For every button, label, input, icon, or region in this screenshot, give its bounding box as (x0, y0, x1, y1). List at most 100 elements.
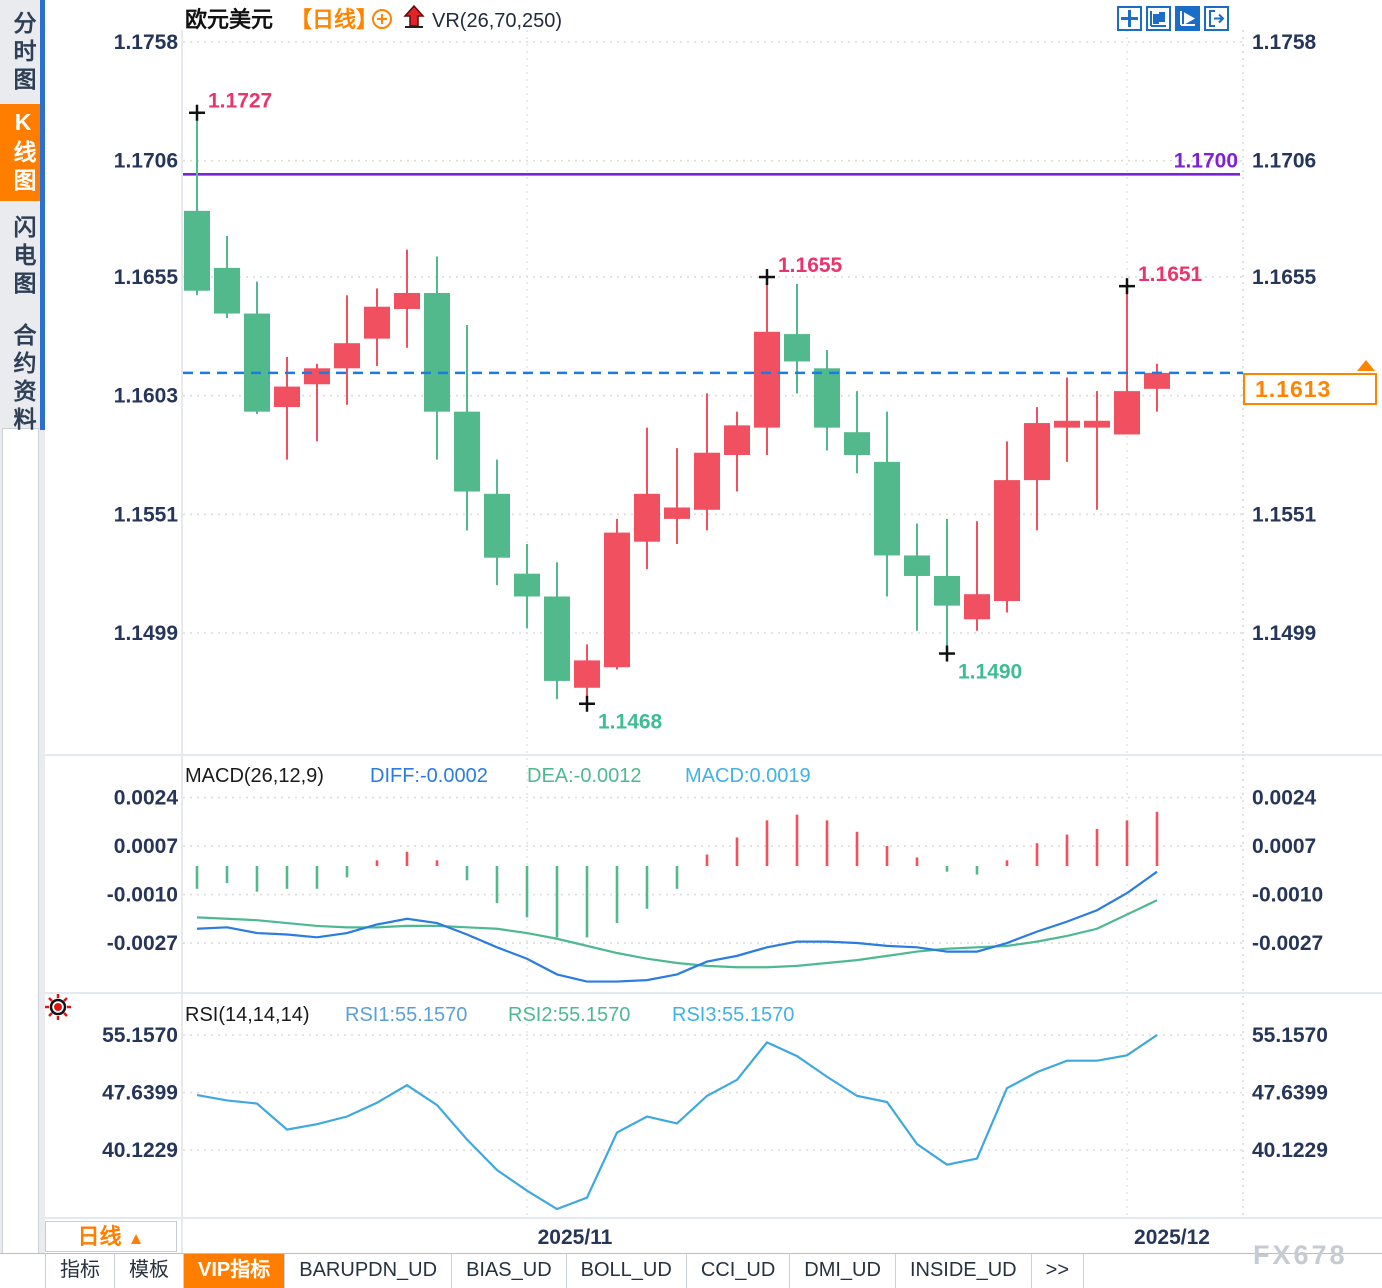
axis-play-icon[interactable] (1175, 6, 1200, 31)
macd-y-axis-label-left: 0.0024 (114, 787, 179, 810)
macd-y-axis-label-right: -0.0010 (1252, 884, 1323, 907)
bottom-tab-3[interactable]: VIP指标 (184, 1254, 286, 1288)
extreme-marker-icon (579, 695, 595, 712)
sidebar: 分时图 K线图闪电图合约资料 (0, 0, 45, 1288)
main-y-axis-label-left: 1.1603 (114, 385, 178, 408)
collapse-right-icon[interactable] (1204, 6, 1229, 31)
extreme-marker-icon (759, 269, 775, 286)
main-y-axis-label-right: 1.1706 (1252, 150, 1316, 173)
plus-circle-icon[interactable] (372, 9, 392, 29)
extreme-marker-icon (1119, 278, 1135, 295)
macd-y-axis-label-left: -0.0010 (107, 884, 178, 907)
candle-body (574, 660, 600, 688)
sidebar-accent-bar (40, 0, 45, 430)
current-price-marker-icon (1357, 360, 1375, 371)
candle-body (934, 575, 960, 606)
price-annotation: 1.1651 (1138, 263, 1203, 286)
candle-body (694, 452, 720, 510)
rsi-y-axis-label-left: 40.1229 (102, 1139, 178, 1162)
candle-body (484, 493, 510, 558)
crosshair-move-icon[interactable] (1117, 6, 1142, 31)
main-y-axis-label-left: 1.1499 (114, 622, 178, 645)
main-y-axis-label-left: 1.1655 (114, 266, 179, 289)
candle-body (364, 306, 390, 339)
main-y-axis-label-left: 1.1758 (114, 31, 179, 54)
main-y-axis-label-right: 1.1758 (1252, 31, 1317, 54)
resistance-line-label: 1.1700 (1174, 149, 1238, 172)
candle-body (784, 334, 810, 362)
candle-body (214, 267, 240, 314)
candle-body (424, 293, 450, 412)
macd-legend-value: MACD:0.0019 (685, 765, 811, 787)
rsi-legend-value: RSI3:55.1570 (672, 1004, 794, 1026)
red-up-arrow-icon (403, 4, 425, 28)
macd-y-axis-label-right: 0.0024 (1252, 787, 1317, 810)
price-annotation: 1.1655 (778, 254, 843, 277)
candle-body (274, 386, 300, 408)
macd-params-label: MACD(26,12,9) (185, 765, 324, 787)
extreme-marker-icon (189, 104, 205, 121)
current-price-tag: 1.1613 (1243, 373, 1377, 405)
bottom-tab-10[interactable]: >> (1032, 1254, 1084, 1288)
sidebar-tab-2[interactable]: K线图 (0, 104, 40, 201)
bottom-tab-1[interactable]: 指标 (45, 1254, 115, 1288)
gridlines (45, 30, 1382, 1253)
vr-indicator-label: VR(26,70,250) (432, 10, 562, 32)
candle-body (634, 493, 660, 542)
rsi-legend-value: RSI2:55.1570 (508, 1004, 630, 1026)
candle-body (964, 594, 990, 620)
chart-toolbar (1117, 6, 1229, 31)
extreme-marker-icon (939, 645, 955, 662)
candle-body (664, 507, 690, 519)
period-tag: 【日线】 (290, 7, 378, 32)
main-y-axis-label-right: 1.1655 (1252, 266, 1317, 289)
candle-body (754, 331, 780, 428)
candle-body (454, 411, 480, 492)
macd-y-axis-label-right: -0.0027 (1252, 932, 1323, 955)
candle-body (184, 210, 210, 291)
candle-body (1024, 423, 1050, 481)
candle-body (304, 368, 330, 385)
bottom-tab-2[interactable]: 模板 (115, 1254, 184, 1288)
rsi-y-axis-label-right: 40.1229 (1252, 1139, 1328, 1162)
candle-body (1144, 372, 1170, 389)
bottom-tab-6[interactable]: BOLL_UD (567, 1254, 687, 1288)
bottom-tab-5[interactable]: BIAS_UD (452, 1254, 567, 1288)
candle-body (724, 425, 750, 456)
sidebar-empty-panel (2, 428, 39, 1282)
candle-body (244, 313, 270, 412)
macd-y-axis-label-right: 0.0007 (1252, 835, 1316, 858)
bottom-tab-9[interactable]: INSIDE_UD (896, 1254, 1032, 1288)
candle-body (904, 555, 930, 576)
main-y-axis-label-left: 1.1706 (114, 150, 178, 173)
bottom-tab-8[interactable]: DMI_UD (790, 1254, 896, 1288)
candle-body (514, 573, 540, 597)
macd-y-axis-label-left: -0.0027 (107, 932, 178, 955)
candle-body (874, 461, 900, 556)
period-button[interactable]: 日线 ▲ (45, 1221, 177, 1252)
sidebar-tab-3[interactable]: 闪电图 (10, 215, 36, 299)
dea-line (196, 899, 1158, 969)
sidebar-tab-1[interactable]: 分时图 (10, 11, 36, 95)
rsi-y-axis-label-right: 55.1570 (1252, 1024, 1328, 1047)
candles (184, 112, 1170, 704)
candle-body (394, 293, 420, 309)
candle-body (994, 480, 1020, 602)
rsi-params-label: RSI(14,14,14) (185, 1004, 310, 1026)
price-annotation: 1.1727 (208, 90, 272, 113)
bottom-tab-7[interactable]: CCI_UD (687, 1254, 791, 1288)
candle-body (1054, 420, 1080, 428)
main-y-axis-label-right: 1.1499 (1252, 622, 1316, 645)
rsi-legend-value: RSI1:55.1570 (345, 1004, 467, 1026)
diff-line (196, 870, 1158, 983)
candle-body (814, 368, 840, 428)
sidebar-tab-4[interactable]: 合约资料 (10, 323, 36, 435)
candle-body (844, 432, 870, 456)
main-y-axis-label-left: 1.1551 (114, 503, 179, 526)
bottom-tab-4[interactable]: BARUPDN_UD (285, 1254, 453, 1288)
macd-legend-value: DIFF:-0.0002 (370, 765, 488, 787)
axis-candles-icon[interactable] (1146, 6, 1171, 31)
chevron-up-icon: ▲ (127, 1229, 145, 1248)
